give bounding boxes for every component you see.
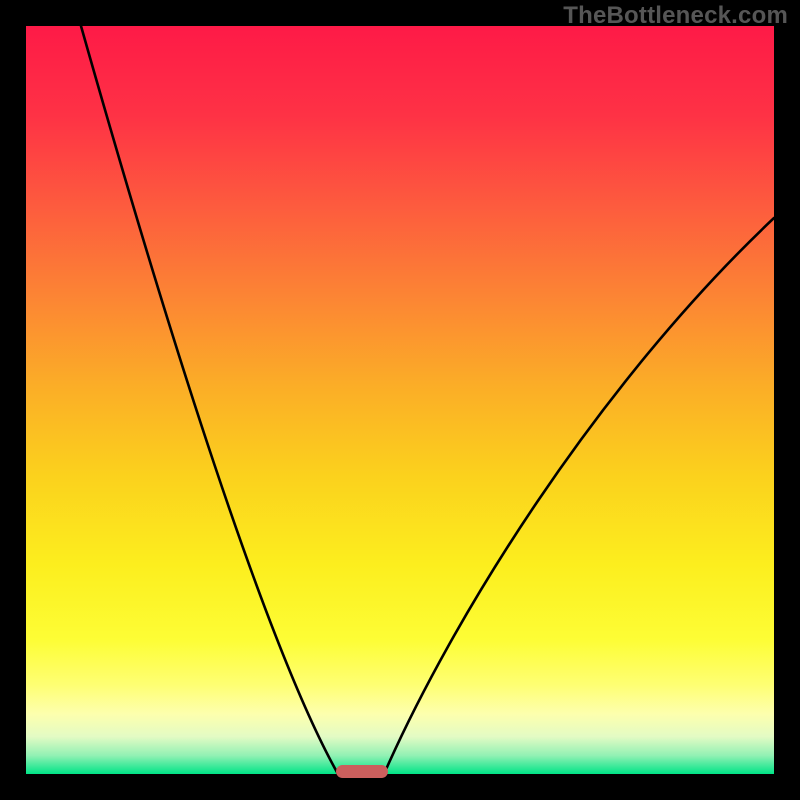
bottleneck-marker bbox=[336, 765, 388, 778]
curve-right-branch bbox=[384, 218, 774, 774]
bottleneck-curve bbox=[26, 26, 774, 774]
plot-area bbox=[26, 26, 774, 774]
curve-left-branch bbox=[81, 26, 338, 774]
chart-frame: TheBottleneck.com bbox=[0, 0, 800, 800]
